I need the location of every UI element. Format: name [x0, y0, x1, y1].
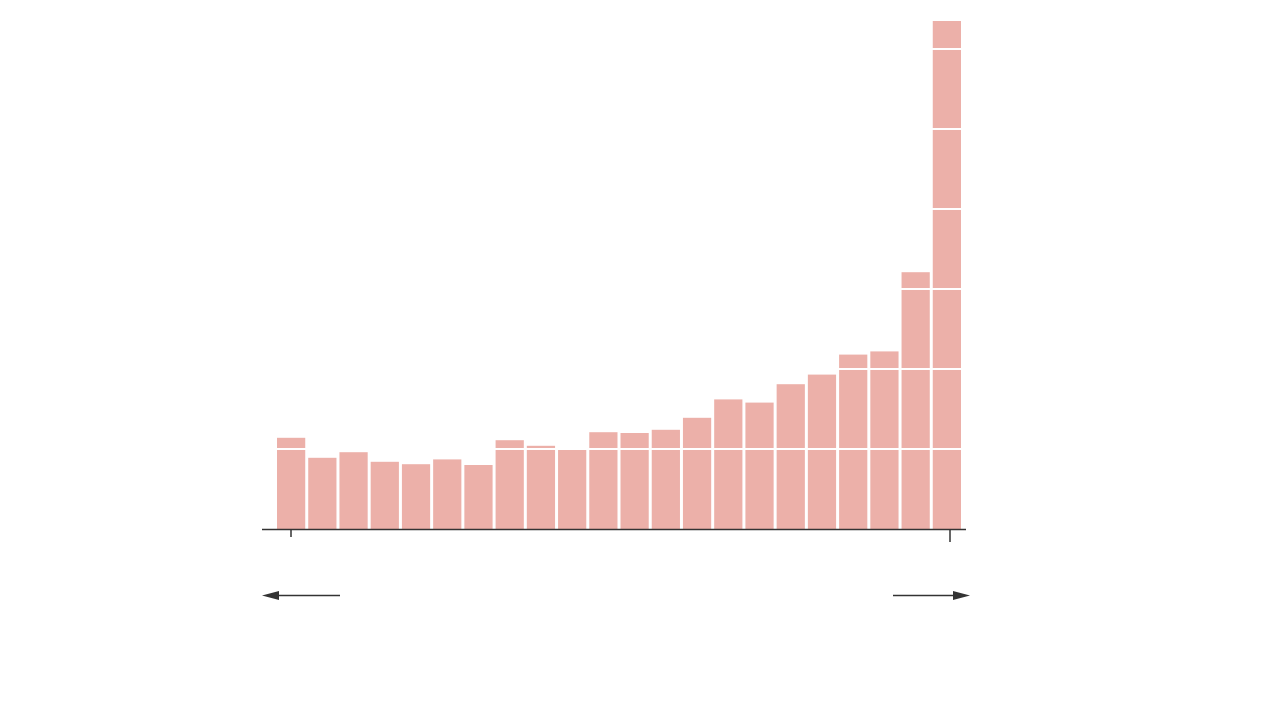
bar-5	[401, 464, 431, 529]
bar-3	[339, 452, 368, 529]
bar-16	[745, 402, 774, 529]
bar-17	[776, 384, 805, 529]
bar-12	[620, 433, 649, 529]
bar-15	[714, 399, 743, 529]
bar-10	[558, 448, 587, 529]
gridlines-group	[276, 48, 962, 450]
right-arrow-icon	[893, 591, 970, 600]
bar-11	[589, 432, 618, 529]
bar-18	[807, 374, 837, 529]
bar-2	[308, 457, 337, 529]
bar-7	[464, 465, 493, 529]
bar-21	[901, 272, 930, 529]
bar-8	[495, 440, 524, 529]
bar-6	[433, 459, 462, 529]
bar-22	[932, 21, 961, 529]
bars-group	[277, 21, 961, 529]
bar-4	[370, 461, 399, 529]
bar-9	[526, 445, 556, 529]
bar-13	[651, 429, 680, 529]
bar-1	[277, 437, 306, 529]
bar-14	[682, 417, 712, 529]
bar-20	[870, 351, 899, 529]
left-arrow-icon	[262, 591, 340, 600]
bar-19	[839, 354, 868, 529]
